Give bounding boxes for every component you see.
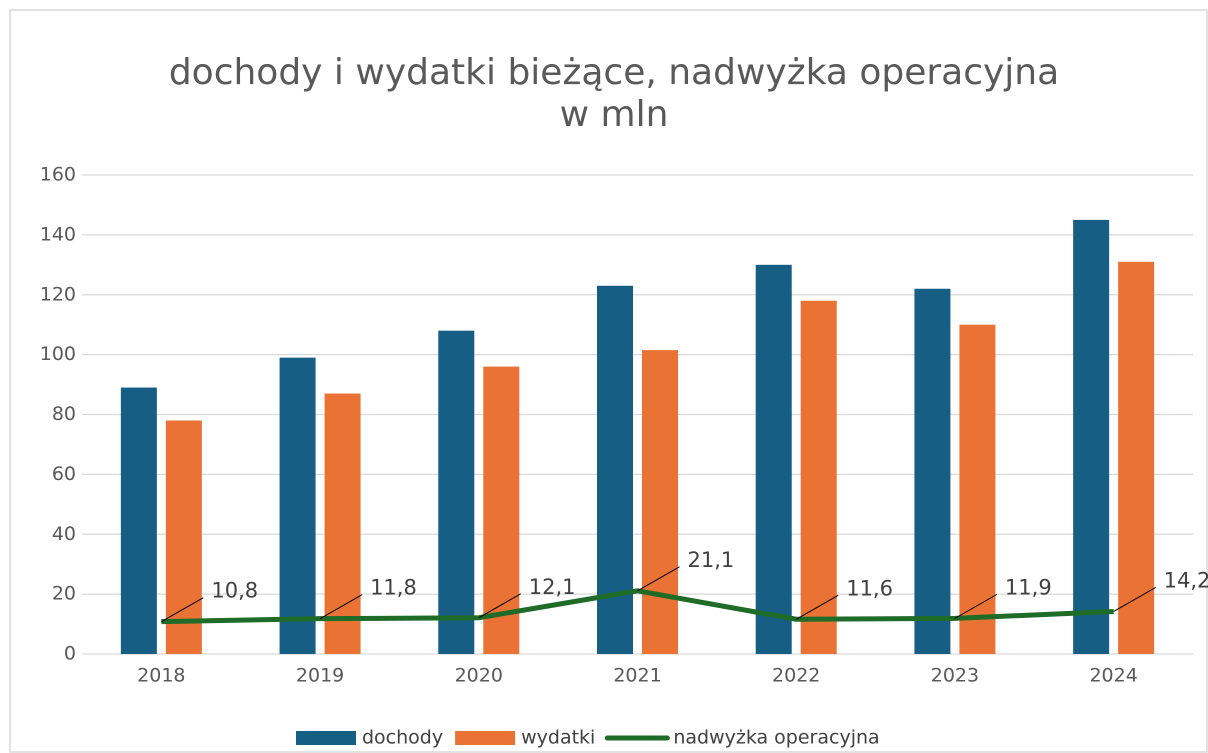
leader-line: [954, 593, 998, 619]
y-tick-label: 160: [40, 164, 76, 186]
legend-swatch: [296, 731, 356, 745]
x-tick-label: 2020: [455, 665, 503, 687]
x-tick-label: 2022: [772, 665, 820, 687]
data-label: 11,6: [846, 576, 893, 600]
x-tick-label: 2023: [931, 665, 979, 687]
leader-line: [478, 593, 522, 619]
bar: [120, 387, 157, 654]
x-tick-label: 2019: [296, 665, 344, 687]
y-tick-label: 80: [52, 403, 76, 425]
leader-line: [161, 597, 204, 623]
bar: [1118, 261, 1155, 654]
leader-line: [1113, 587, 1156, 612]
y-tick-label: 40: [52, 523, 76, 545]
data-label: 21,1: [688, 548, 735, 572]
x-tick-label: 2018: [137, 665, 185, 687]
data-label: 14,2: [1164, 568, 1208, 592]
bar: [483, 366, 520, 654]
bar: [642, 350, 678, 654]
y-tick-label: 120: [40, 283, 76, 305]
legend-label: nadwyżka operacyjna: [673, 727, 879, 749]
bar: [1073, 219, 1110, 654]
y-tick-label: 20: [52, 583, 76, 605]
bar: [914, 288, 951, 654]
data-label: 10,8: [211, 579, 258, 603]
leader-line: [637, 566, 680, 592]
bar: [324, 393, 361, 654]
bar: [959, 324, 996, 654]
data-label: 12,1: [529, 575, 576, 599]
chart-subtitle: w mln: [560, 94, 669, 135]
data-label: 11,9: [1005, 575, 1052, 599]
legend-label: dochody: [362, 727, 443, 749]
chart-title: dochody i wydatki bieżące, nadwyżka oper…: [169, 52, 1059, 93]
leader-line: [795, 594, 839, 620]
bar: [800, 300, 837, 654]
legend-label: wydatki: [521, 727, 595, 749]
bar: [755, 264, 792, 654]
legend-swatch: [455, 731, 516, 745]
y-tick-label: 60: [52, 463, 76, 485]
x-tick-label: 2024: [1089, 665, 1137, 687]
y-tick-label: 100: [40, 343, 76, 365]
leader-line: [319, 594, 363, 620]
bar: [438, 330, 475, 654]
data-label: 11,8: [370, 576, 417, 600]
bar: [279, 357, 316, 654]
x-tick-label: 2021: [613, 665, 661, 687]
bar: [165, 420, 202, 654]
y-tick-label: 140: [40, 223, 76, 245]
y-tick-label: 0: [64, 643, 76, 665]
